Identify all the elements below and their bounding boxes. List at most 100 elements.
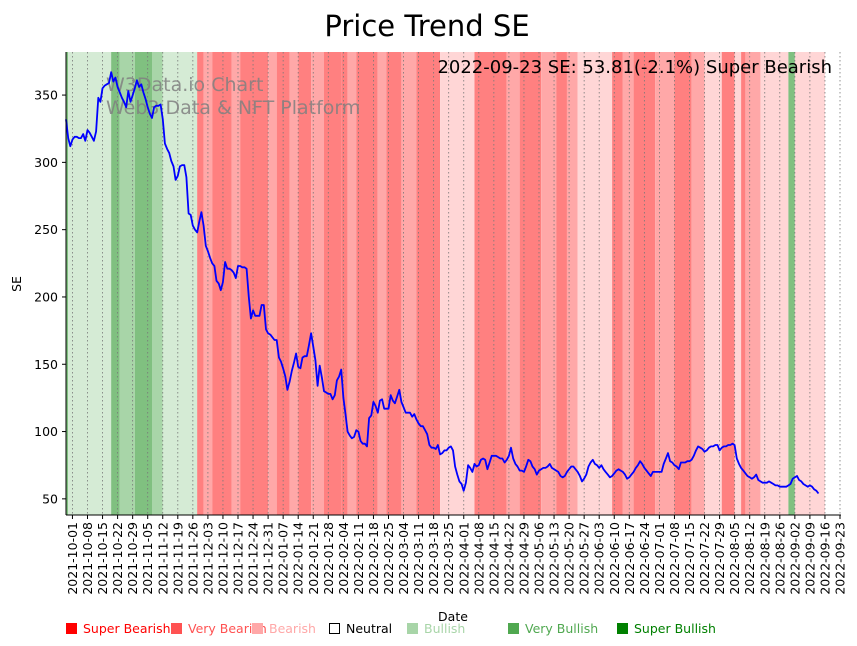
band-super-bullish xyxy=(66,52,69,515)
band-bearish xyxy=(401,52,417,515)
x-tick-label: 2021-12-24 xyxy=(246,522,261,595)
x-tick-label: 2021-12-31 xyxy=(261,522,276,595)
x-tick-label: 2021-11-12 xyxy=(155,522,170,595)
band-very-bearish xyxy=(276,52,290,515)
band-bearish xyxy=(203,52,213,515)
y-tick-label: 300 xyxy=(34,155,58,170)
x-tick-label: 2022-03-04 xyxy=(396,522,411,595)
x-tick-label: 2022-05-13 xyxy=(547,522,562,595)
watermark: W3Data.io Chart Web3 Data & NFT Platform xyxy=(106,74,360,119)
band-very-bearish xyxy=(741,52,746,515)
x-tick-label: 2022-03-11 xyxy=(411,522,426,595)
band-bearish xyxy=(289,52,299,515)
band-bearish xyxy=(347,52,357,515)
chart-title: Price Trend SE xyxy=(324,9,529,43)
band-very-bearish xyxy=(633,52,656,515)
x-tick-label: 2022-03-25 xyxy=(441,522,456,595)
x-tick-label: 2021-12-17 xyxy=(231,522,246,595)
legend-swatch xyxy=(508,623,519,634)
y-tick-label: 100 xyxy=(34,424,58,439)
vertical-gridlines xyxy=(72,52,841,515)
band-very-bullish xyxy=(119,52,135,515)
band-bearish xyxy=(377,52,387,515)
x-tick-label: 2021-12-03 xyxy=(200,522,215,595)
band-bearish xyxy=(506,52,520,515)
x-tick-label: 2022-01-14 xyxy=(291,522,306,595)
band-bearish xyxy=(691,52,705,515)
x-tick-label: 2022-09-02 xyxy=(787,522,802,595)
legend: Super Bearish Very Bearish Bearish Neutral B… xyxy=(66,621,716,636)
legend-swatch xyxy=(252,623,263,634)
x-tick-label: 2022-04-15 xyxy=(486,522,501,595)
x-tick-label: 2022-08-05 xyxy=(727,522,742,595)
x-tick-label: 2022-06-17 xyxy=(622,522,637,595)
x-tick-label: 2022-09-09 xyxy=(802,522,817,595)
band-bullish xyxy=(68,52,112,515)
legend-item-bullish: Bullish xyxy=(407,621,465,636)
legend-label: Bullish xyxy=(424,621,465,636)
y-tick-label: 200 xyxy=(34,289,58,304)
watermark-line-2: Web3 Data & NFT Platform xyxy=(106,97,360,119)
band-super-bullish xyxy=(111,52,120,515)
x-tick-label: 2022-06-10 xyxy=(607,522,622,595)
band-very-bullish xyxy=(152,52,163,515)
legend-swatch xyxy=(407,623,418,634)
band-very-bearish xyxy=(298,52,312,515)
x-tick-label: 2022-01-21 xyxy=(306,522,321,595)
x-tick-label: 2022-06-03 xyxy=(592,522,607,595)
x-tick-label: 2021-10-29 xyxy=(125,522,140,595)
y-tick-label: 250 xyxy=(34,222,58,237)
x-tick-label: 2022-09-23 xyxy=(833,522,848,595)
x-tick-label: 2021-12-10 xyxy=(215,522,230,595)
legend-item-very-bearish: Very Bearish xyxy=(171,621,267,636)
band-very-bearish xyxy=(197,52,204,515)
y-axis-label: SE xyxy=(9,276,24,292)
x-tick-label: 2021-11-19 xyxy=(170,522,185,595)
band-very-bearish xyxy=(431,52,441,515)
legend-label: Super Bullish xyxy=(634,621,716,636)
x-tick-label: 2022-01-28 xyxy=(321,522,336,595)
axes xyxy=(65,52,841,516)
band-very-bearish xyxy=(416,52,432,515)
x-tick-label: 2022-02-04 xyxy=(336,522,351,595)
band-bearish xyxy=(622,52,634,515)
band-very-bearish xyxy=(556,52,567,515)
band-bearish xyxy=(311,52,324,515)
price-line xyxy=(65,71,820,495)
x-tick-label: 2021-11-05 xyxy=(140,522,155,595)
band-very-bearish xyxy=(474,52,507,515)
x-tick-label: 2022-07-22 xyxy=(697,522,712,595)
band-very-bearish xyxy=(721,52,735,515)
y-ticks: 50 100 150 200 250 300 350 xyxy=(34,88,66,506)
x-tick-label: 2022-01-07 xyxy=(276,522,291,595)
legend-swatch xyxy=(617,623,628,634)
band-bearish xyxy=(231,52,241,515)
band-super-bullish xyxy=(788,52,795,515)
x-tick-label: 2022-05-20 xyxy=(562,522,577,595)
band-very-bearish xyxy=(341,52,348,515)
watermark-line-1: W3Data.io Chart xyxy=(106,74,263,96)
legend-item-neutral: Neutral xyxy=(329,621,392,636)
x-tick-label: 2022-05-27 xyxy=(577,522,592,595)
band-bullish xyxy=(162,52,198,515)
legend-swatch xyxy=(329,623,340,634)
band-neutral xyxy=(440,52,475,515)
x-tick-label: 2022-08-12 xyxy=(742,522,757,595)
band-very-bearish xyxy=(519,52,542,515)
x-tick-label: 2022-03-18 xyxy=(426,522,441,595)
legend-swatch xyxy=(171,623,182,634)
x-tick-label: 2022-07-08 xyxy=(667,522,682,595)
x-tick-label: 2021-10-22 xyxy=(110,522,125,595)
y-tick-label: 150 xyxy=(34,357,58,372)
x-tick-label: 2022-02-11 xyxy=(351,522,366,595)
legend-label: Super Bearish xyxy=(83,621,171,636)
band-bearish xyxy=(745,52,761,515)
x-tick-label: 2022-04-08 xyxy=(471,522,486,595)
band-very-bearish xyxy=(674,52,692,515)
legend-label: Very Bearish xyxy=(188,621,267,636)
x-tick-label: 2021-10-15 xyxy=(95,522,110,595)
x-tick-label: 2022-08-19 xyxy=(757,522,772,595)
band-bearish xyxy=(268,52,277,515)
band-neutral xyxy=(577,52,613,515)
